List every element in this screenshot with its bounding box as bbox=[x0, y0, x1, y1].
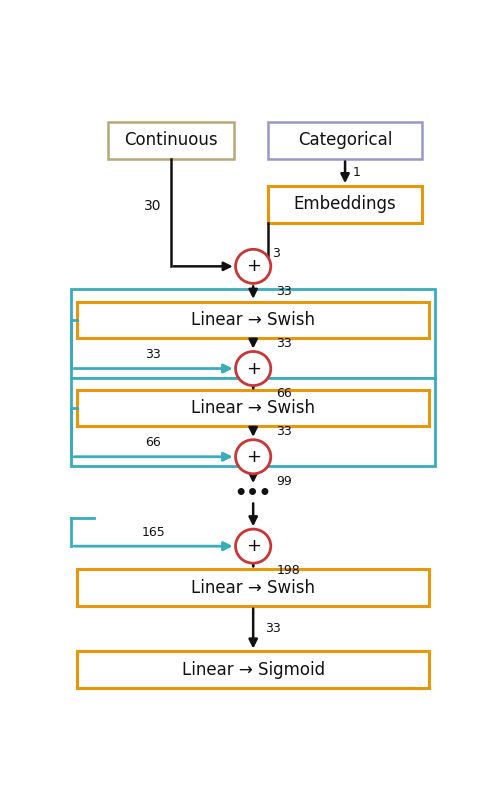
Text: Embeddings: Embeddings bbox=[294, 195, 396, 213]
FancyBboxPatch shape bbox=[269, 122, 421, 159]
Text: •••: ••• bbox=[235, 483, 272, 502]
FancyBboxPatch shape bbox=[77, 389, 429, 427]
Text: 99: 99 bbox=[277, 475, 292, 488]
Text: 66: 66 bbox=[277, 387, 292, 400]
Text: 165: 165 bbox=[142, 526, 165, 539]
Ellipse shape bbox=[236, 529, 271, 563]
Text: 33: 33 bbox=[146, 348, 162, 361]
Text: Linear → Swish: Linear → Swish bbox=[191, 578, 315, 596]
FancyBboxPatch shape bbox=[71, 289, 435, 378]
Text: +: + bbox=[246, 537, 261, 555]
Text: 33: 33 bbox=[277, 337, 292, 350]
FancyBboxPatch shape bbox=[77, 652, 429, 688]
Text: +: + bbox=[246, 359, 261, 378]
Text: Linear → Swish: Linear → Swish bbox=[191, 311, 315, 329]
Text: Categorical: Categorical bbox=[298, 131, 392, 149]
Text: 33: 33 bbox=[277, 426, 292, 438]
FancyBboxPatch shape bbox=[108, 122, 234, 159]
FancyBboxPatch shape bbox=[269, 186, 421, 223]
Ellipse shape bbox=[236, 250, 271, 284]
Text: 30: 30 bbox=[144, 199, 161, 213]
Text: +: + bbox=[246, 448, 261, 466]
Text: Linear → Sigmoid: Linear → Sigmoid bbox=[182, 660, 325, 679]
Text: 1: 1 bbox=[353, 166, 361, 179]
FancyBboxPatch shape bbox=[71, 378, 435, 466]
Text: 66: 66 bbox=[146, 436, 162, 450]
Text: 33: 33 bbox=[265, 622, 281, 635]
FancyBboxPatch shape bbox=[77, 302, 429, 338]
Text: +: + bbox=[246, 258, 261, 276]
Text: 3: 3 bbox=[272, 247, 280, 260]
Text: 33: 33 bbox=[277, 284, 292, 298]
Ellipse shape bbox=[236, 440, 271, 474]
Ellipse shape bbox=[236, 352, 271, 386]
Text: Continuous: Continuous bbox=[124, 131, 218, 149]
Text: 198: 198 bbox=[277, 564, 300, 577]
Text: Linear → Swish: Linear → Swish bbox=[191, 399, 315, 417]
FancyBboxPatch shape bbox=[77, 570, 429, 606]
